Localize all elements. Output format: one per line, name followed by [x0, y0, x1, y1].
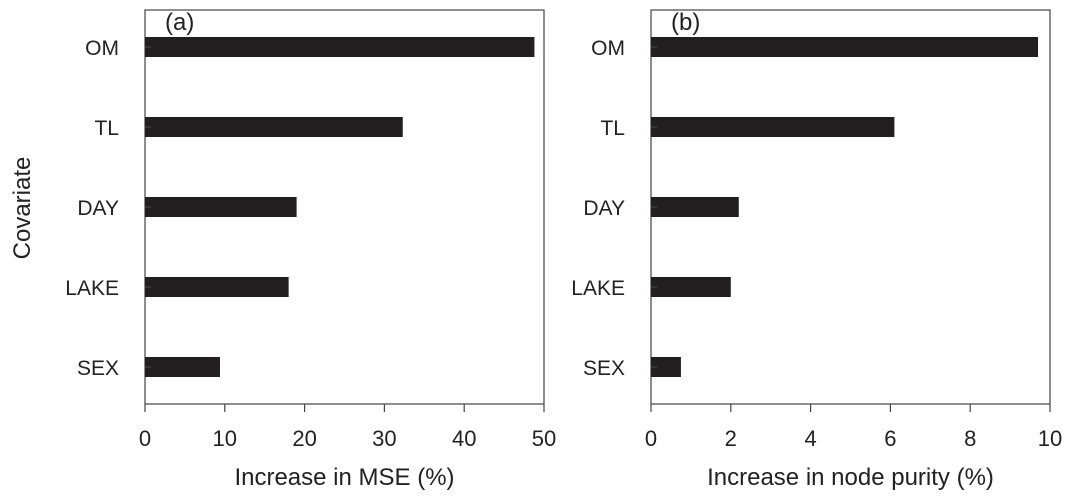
category-label-tl-a: TL — [94, 117, 119, 140]
bar-om-a — [145, 37, 535, 57]
category-label-sex-b: SEX — [583, 357, 625, 380]
category-label-om-a: OM — [85, 37, 119, 60]
bar-tl-a — [145, 117, 403, 137]
x-tick-label-10-a: 10 — [213, 426, 237, 451]
x-tick-label-0-a: 0 — [139, 426, 151, 451]
category-label-om-b: OM — [591, 37, 625, 60]
x-tick-label-6-b: 6 — [884, 426, 896, 451]
bar-sex-a — [145, 357, 221, 377]
x-tick-label-2-b: 2 — [725, 426, 737, 451]
bar-lake-a — [145, 277, 289, 297]
x-tick-label-8-b: 8 — [964, 426, 976, 451]
panel-label-b: (b) — [671, 9, 700, 36]
x-tick-label-10-b: 10 — [1038, 426, 1062, 451]
x-tick-label-40-a: 40 — [452, 426, 476, 451]
bar-day-b — [651, 197, 739, 217]
category-label-day-a: DAY — [77, 197, 119, 220]
category-label-lake-a: LAKE — [65, 277, 119, 300]
category-label-day-b: DAY — [583, 197, 625, 220]
bar-lake-b — [651, 277, 731, 297]
bar-sex-b — [651, 357, 681, 377]
x-tick-label-20-a: 20 — [292, 426, 316, 451]
bar-om-b — [651, 37, 1039, 57]
x-tick-label-0-b: 0 — [645, 426, 657, 451]
x-tick-label-4-b: 4 — [804, 426, 816, 451]
x-tick-label-30-a: 30 — [372, 426, 396, 451]
panel-label-a: (a) — [165, 9, 194, 36]
bar-day-a — [145, 197, 297, 217]
y-axis-label: Covariate — [9, 157, 36, 260]
category-label-lake-b: LAKE — [571, 277, 625, 300]
x-tick-label-50-a: 50 — [532, 426, 556, 451]
x-axis-label-b: Increase in node purity (%) — [707, 464, 994, 491]
x-axis-label-a: Increase in MSE (%) — [234, 464, 454, 491]
category-label-tl-b: TL — [600, 117, 625, 140]
category-label-sex-a: SEX — [77, 357, 119, 380]
bar-tl-b — [651, 117, 895, 137]
